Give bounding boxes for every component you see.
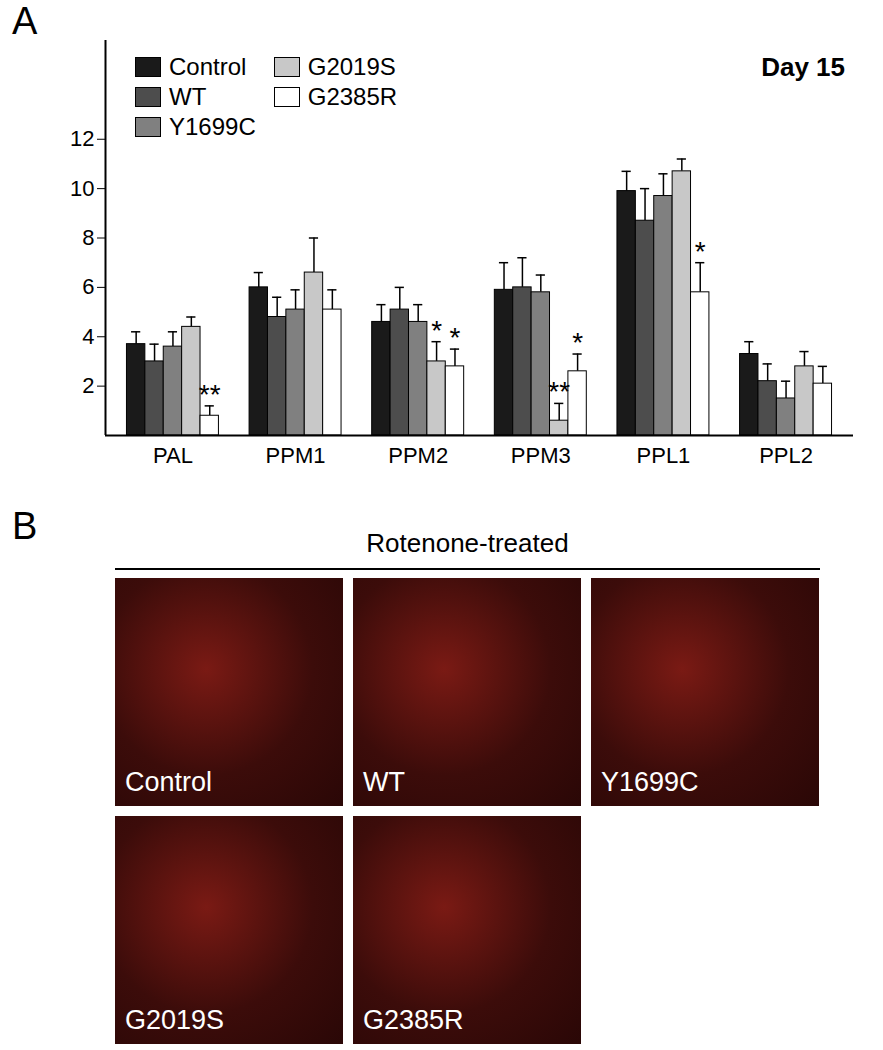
html-text:Control: Control (125, 767, 212, 797)
svg-text:*: * (431, 315, 442, 346)
svg-text:10: 10 (70, 176, 94, 201)
html-text:Rotenone-treated: Rotenone-treated (366, 528, 569, 558)
svg-text:PPL1: PPL1 (637, 443, 691, 468)
svg-text:*: * (572, 327, 583, 358)
html-text:WT: WT (169, 83, 207, 110)
svg-text:PAL: PAL (153, 443, 193, 468)
svg-text:*: * (450, 322, 461, 353)
svg-text:PPL2: PPL2 (759, 443, 813, 468)
svg-text:**: ** (548, 376, 570, 407)
svg-text:2: 2 (82, 373, 94, 398)
svg-text:8: 8 (82, 225, 94, 250)
html-text:Y1699C: Y1699C (601, 767, 699, 797)
html-text:Y1699C: Y1699C (169, 113, 256, 140)
html-text:G2385R: G2385R (363, 1005, 464, 1035)
svg-text:12: 12 (70, 126, 94, 151)
svg-text:**: ** (199, 379, 221, 410)
svg-text:*: * (695, 236, 706, 267)
html-text:Control: Control (169, 53, 247, 80)
svg-text:4: 4 (82, 324, 94, 349)
html-text:G2019S: G2019S (307, 53, 396, 80)
html-text:A: A (12, 0, 38, 42)
html-text:G2019S: G2019S (125, 1005, 225, 1035)
html-text:B: B (12, 505, 38, 547)
html-text:G2385R: G2385R (307, 83, 398, 110)
html-text:Day 15: Day 15 (761, 52, 845, 82)
svg-text:PPM1: PPM1 (266, 443, 326, 468)
html-text:WT: WT (363, 767, 405, 797)
svg-text:PPM2: PPM2 (388, 443, 448, 468)
svg-text:6: 6 (82, 274, 94, 299)
svg-text:PPM3: PPM3 (511, 443, 571, 468)
